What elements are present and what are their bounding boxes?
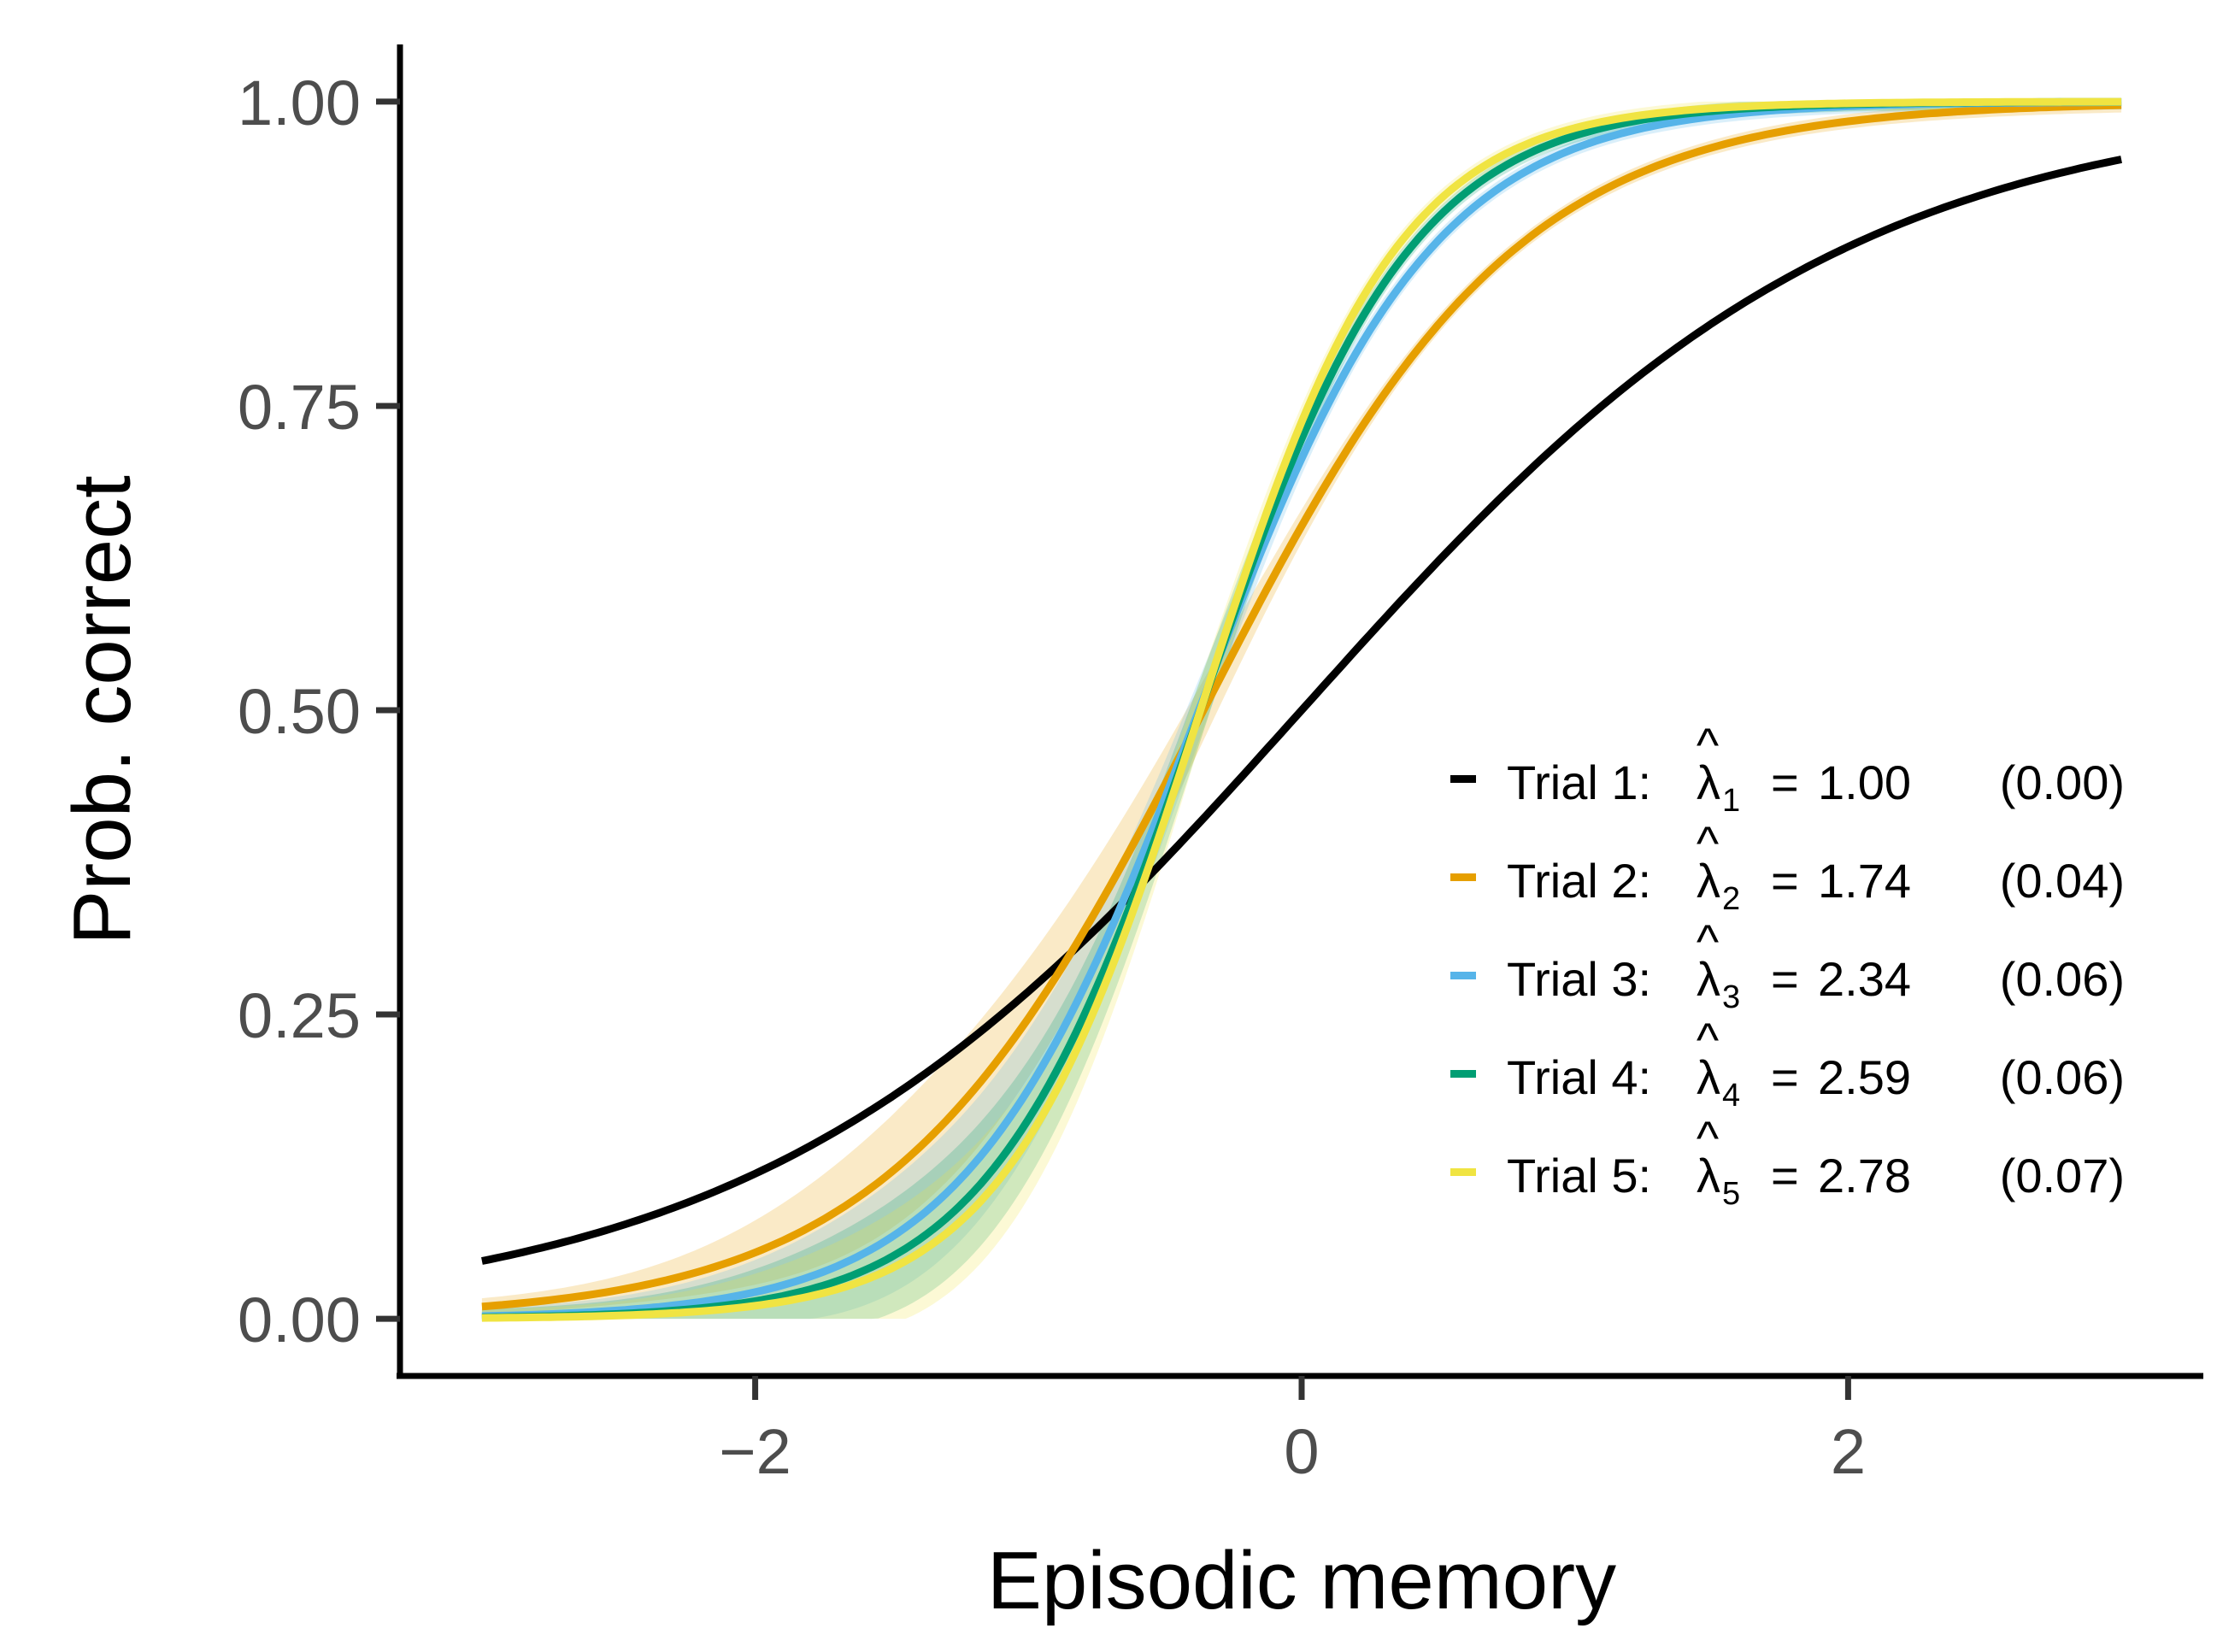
legend-subscript: 2 <box>1722 881 1740 917</box>
legend-hat: ^ <box>1697 1013 1719 1067</box>
trial-1-line <box>481 156 2122 1265</box>
legend-item-trial-2: Trial 2: ^λ 2 = 1.74 (0.04) <box>1450 816 2125 917</box>
legend-lambda-value: 2.78 <box>1818 1149 1911 1202</box>
legend-item-trial-4: Trial 4: ^λ 4 = 2.59 (0.06) <box>1450 1013 2125 1114</box>
x-tick-label: 2 <box>1831 1416 1866 1487</box>
legend-lambda-value: 1.00 <box>1818 755 1911 809</box>
legend-equals: = <box>1771 1149 1799 1202</box>
legend-subscript: 1 <box>1722 783 1740 819</box>
legend-key <box>1450 1168 1476 1176</box>
legend-equals: = <box>1771 854 1799 908</box>
legend-lambda: λ <box>1697 755 1720 809</box>
series-lines <box>481 97 2122 1322</box>
y-tick-label: 0.25 <box>238 980 361 1051</box>
legend-equals: = <box>1771 755 1799 809</box>
legend-key <box>1450 775 1476 783</box>
legend-lambda: λ <box>1697 1050 1720 1104</box>
x-tick-label: −2 <box>719 1416 791 1487</box>
legend-label: Trial 2: <box>1507 854 1651 908</box>
legend-hat: ^ <box>1697 1111 1719 1165</box>
x-tick-label: 0 <box>1284 1416 1319 1487</box>
legend-item-trial-1: Trial 1: ^λ 1 = 1.00 (0.00) <box>1450 718 2125 819</box>
legend-key <box>1450 972 1476 979</box>
legend-hat: ^ <box>1697 914 1719 968</box>
legend-key <box>1450 1070 1476 1078</box>
legend-lambda-value: 2.34 <box>1818 952 1911 1006</box>
legend-lambda: λ <box>1697 854 1720 908</box>
legend-label: Trial 3: <box>1507 952 1651 1006</box>
legend-label: Trial 4: <box>1507 1050 1651 1104</box>
legend-subscript: 5 <box>1722 1176 1740 1212</box>
legend-label: Trial 1: <box>1507 755 1651 809</box>
legend-lambda: λ <box>1697 952 1720 1006</box>
legend-lambda-value: 2.59 <box>1818 1050 1911 1104</box>
y-tick-label: 0.50 <box>238 676 361 747</box>
legend: Trial 1:^λ 1 = 1.00 (0.00)Trial 2:^λ 2 = 1.74 (0… <box>1450 718 2125 1212</box>
legend-hat: ^ <box>1697 816 1719 870</box>
legend-standard-error: (0.04) <box>2000 854 2125 908</box>
trial-2-line <box>481 101 2122 1311</box>
legend-item-trial-3: Trial 3: ^λ 3 = 2.34 (0.06) <box>1450 914 2125 1015</box>
legend-standard-error: (0.06) <box>2000 1050 2125 1104</box>
legend-standard-error: (0.07) <box>2000 1149 2125 1202</box>
legend-lambda-value: 1.74 <box>1818 854 1911 908</box>
trial-5-line <box>481 97 2122 1322</box>
y-tick-label: 0.75 <box>238 372 361 443</box>
legend-subscript: 4 <box>1722 1078 1740 1114</box>
y-tick-label: 0.00 <box>238 1285 361 1355</box>
legend-subscript: 3 <box>1722 979 1740 1015</box>
y-axis-ticks: 0.00 0.25 0.50 0.75 1.00 <box>238 68 400 1355</box>
x-axis-ticks: −2 0 2 <box>719 1376 1866 1487</box>
legend-hat: ^ <box>1697 718 1719 772</box>
y-tick-label: 1.00 <box>238 68 361 138</box>
legend-label: Trial 5: <box>1507 1149 1651 1202</box>
y-axis-title: Prob. correct <box>56 475 148 945</box>
legend-key <box>1450 873 1476 881</box>
legend-standard-error: (0.06) <box>2000 952 2125 1006</box>
legend-standard-error: (0.00) <box>2000 755 2125 809</box>
legend-lambda: λ <box>1697 1149 1720 1202</box>
legend-equals: = <box>1771 1050 1799 1104</box>
legend-equals: = <box>1771 952 1799 1006</box>
x-axis-title: Episodic memory <box>987 1535 1616 1626</box>
legend-item-trial-5: Trial 5: ^λ 5 = 2.78 (0.07) <box>1450 1111 2125 1212</box>
